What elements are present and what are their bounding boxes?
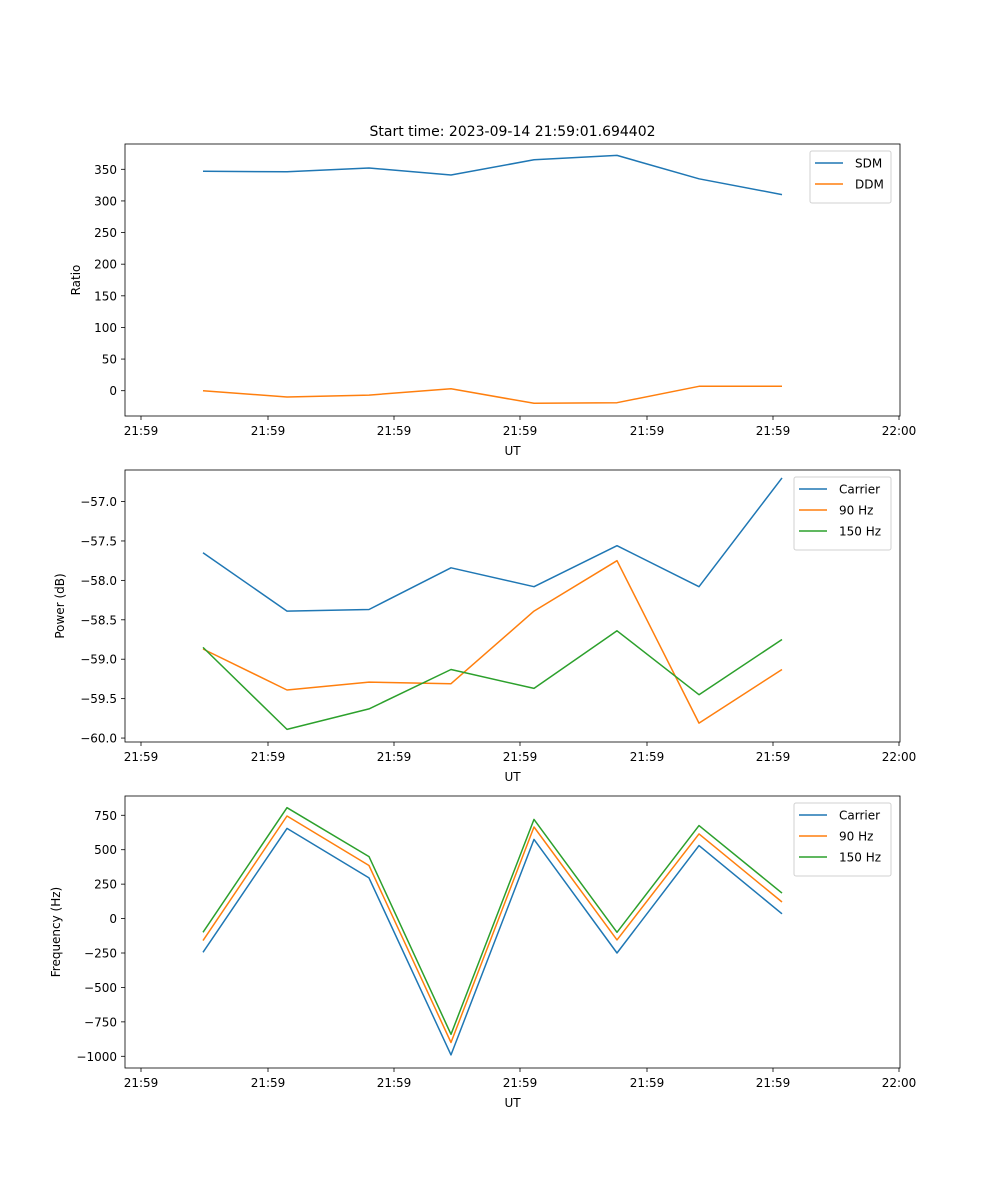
y-tick-label: 300	[94, 194, 117, 208]
legend-label: 150 Hz	[839, 851, 881, 865]
y-tick-label: 100	[94, 321, 117, 335]
x-tick-label: 21:59	[503, 424, 538, 438]
y-tick-label: 250	[94, 226, 117, 240]
y-axis-label: Frequency (Hz)	[49, 887, 63, 978]
y-tick-label: −500	[84, 981, 117, 995]
y-tick-label: −750	[84, 1015, 117, 1029]
legend-label: 90 Hz	[839, 830, 873, 844]
legend-label: DDM	[855, 178, 884, 192]
y-tick-label: 500	[94, 843, 117, 857]
subplot-frequency: 21:59 21:59 21:59 21:59 21:59 21:59 22:00 UT −10…	[49, 795, 917, 1110]
series-line-150-hz	[202, 630, 783, 731]
y-tick-label: 150	[94, 289, 117, 303]
y-axis-label: Ratio	[69, 265, 83, 296]
x-tick-label: 21:59	[503, 750, 538, 764]
legend-label: 90 Hz	[839, 504, 873, 518]
y-tick-label: −57.5	[80, 534, 117, 548]
x-axis-label: UT	[504, 1096, 521, 1110]
x-tick-label: 21:59	[630, 424, 665, 438]
legend: Carrier 90 Hz 150 Hz	[793, 802, 892, 877]
y-tick-label: 750	[94, 809, 117, 823]
legend-label: Carrier	[839, 809, 880, 823]
axes-frame	[124, 143, 901, 417]
y-axis-label: Power (dB)	[53, 573, 67, 638]
x-tick-label: 22:00	[882, 424, 917, 438]
y-tick-label: −57.0	[80, 495, 117, 509]
y-tick-label: −59.0	[80, 653, 117, 667]
y-tick-label: −58.5	[80, 613, 117, 627]
x-tick-label: 21:59	[251, 1076, 286, 1090]
subplot-ratio: 21:59 21:59 21:59 21:59 21:59 21:59 22:00 UT 0 50…	[69, 143, 917, 458]
x-tick-label: 21:59	[756, 750, 791, 764]
series-line-90-hz	[202, 559, 783, 724]
series-line-90-hz	[202, 815, 783, 1044]
y-tick-label: 200	[94, 258, 117, 272]
subplot-power: 21:59 21:59 21:59 21:59 21:59 21:59 22:00 UT −60…	[53, 469, 917, 784]
x-tick-label: 21:59	[377, 424, 412, 438]
legend-frame	[809, 150, 892, 204]
y-tick-label: 50	[102, 353, 117, 367]
y-tick-label: −60.0	[80, 732, 117, 746]
series-line-150-hz	[202, 806, 783, 1036]
x-tick-label: 21:59	[124, 750, 159, 764]
series-line-ddm	[202, 385, 782, 405]
series-line-sdm	[202, 154, 783, 196]
x-tick-label: 21:59	[756, 1076, 791, 1090]
y-tick-label: 250	[94, 878, 117, 892]
y-tick-label: −1000	[76, 1050, 117, 1064]
y-tick-label: 0	[109, 912, 117, 926]
x-tick-label: 22:00	[882, 750, 917, 764]
legend-label: SDM	[855, 157, 882, 171]
series-line-carrier	[202, 477, 783, 612]
y-tick-label: 0	[109, 384, 117, 398]
x-tick-label: 21:59	[251, 424, 286, 438]
figure-title: Start time: 2023-09-14 21:59:01.694402	[369, 124, 655, 140]
x-axis-label: UT	[504, 444, 521, 458]
y-tick-label: −59.5	[80, 692, 117, 706]
axes-frame	[124, 795, 901, 1069]
x-tick-label: 21:59	[630, 1076, 665, 1090]
x-tick-label: 21:59	[124, 424, 159, 438]
x-tick-label: 21:59	[377, 1076, 412, 1090]
x-tick-label: 21:59	[756, 424, 791, 438]
x-axis-label: UT	[504, 770, 521, 784]
x-tick-label: 21:59	[251, 750, 286, 764]
x-tick-label: 21:59	[377, 750, 412, 764]
series-line-carrier	[202, 827, 783, 1056]
legend: Carrier 90 Hz 150 Hz	[793, 476, 892, 551]
y-tick-label: −250	[84, 947, 117, 961]
x-tick-label: 21:59	[124, 1076, 159, 1090]
y-tick-label: 350	[94, 163, 117, 177]
x-tick-label: 21:59	[503, 1076, 538, 1090]
axes-frame	[124, 469, 901, 743]
legend: SDM DDM	[809, 150, 892, 204]
x-tick-label: 22:00	[882, 1076, 917, 1090]
legend-label: Carrier	[839, 483, 880, 497]
x-tick-label: 21:59	[630, 750, 665, 764]
legend-label: 150 Hz	[839, 525, 881, 539]
y-tick-label: −58.0	[80, 574, 117, 588]
